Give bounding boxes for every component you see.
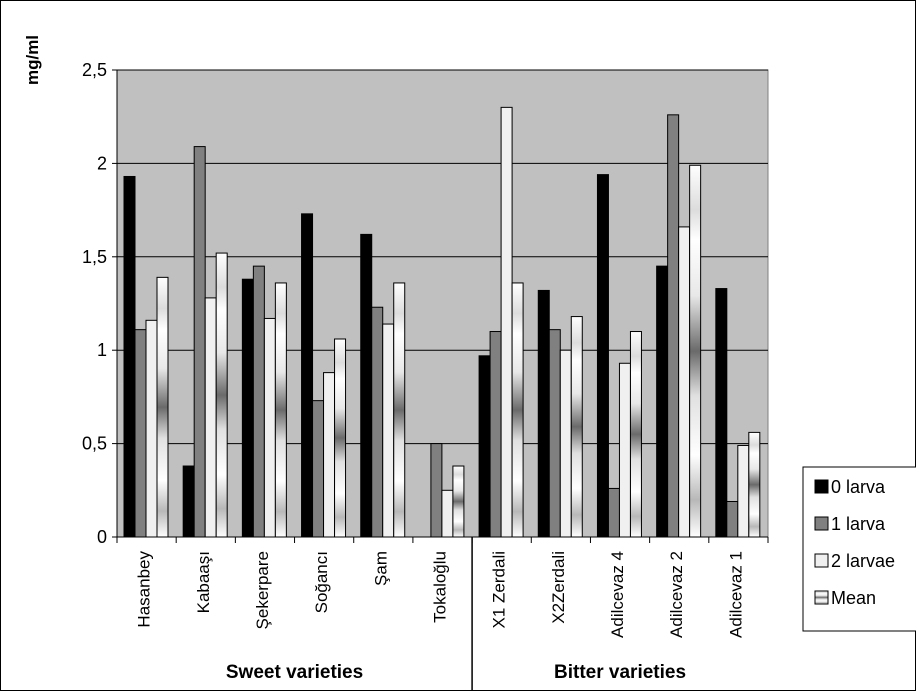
bar-2-larvae [737, 444, 750, 538]
bar-0-larva [596, 174, 609, 538]
bar-mean [452, 465, 465, 538]
legend-label: 0 larva [831, 477, 886, 497]
bar-2-larvae [263, 317, 276, 538]
bar-mean [689, 164, 702, 538]
legend: 0 larva 1 larva 2 larvae Mean [802, 466, 916, 632]
legend-swatch [814, 590, 829, 605]
legend-swatch [814, 516, 829, 531]
bar-mean [748, 431, 761, 538]
bar-mean [511, 282, 524, 538]
bar-0-larva [123, 175, 136, 538]
x-tick-label: Tokaloğlu [431, 551, 450, 623]
bar-2-larvae [500, 106, 513, 538]
x-tick-label: Adilcevaz 1 [726, 551, 745, 638]
bar-1-larva [252, 265, 265, 538]
bar-1-larva [371, 306, 384, 538]
bar-1-larva [607, 487, 620, 538]
bar-2-larvae [559, 349, 572, 538]
bar-mean [334, 338, 347, 538]
y-tick-label: 1,5 [82, 247, 107, 267]
x-tick-label: Kabaaşı [194, 551, 213, 613]
bar-1-larva [193, 146, 206, 538]
x-tick-label: Şam [371, 551, 390, 586]
bar-2-larvae [382, 323, 395, 538]
bar-0-larva [537, 289, 550, 538]
bar-1-larva [312, 400, 325, 538]
bar-2-larvae [441, 489, 454, 538]
group-label: Bitter varieties [554, 662, 686, 683]
y-tick-label: 1 [97, 340, 107, 360]
x-tick-label: X1 Zerdali [490, 551, 509, 628]
bars [123, 106, 761, 538]
legend-swatch [814, 553, 829, 568]
x-tick-label: X2Zerdali [549, 551, 568, 624]
x-tick-label: Hasanbey [135, 551, 154, 628]
legend-label: 2 larvae [831, 551, 895, 571]
bar-mean [156, 276, 169, 538]
y-axis-title: mg/ml [23, 35, 42, 85]
bar-2-larvae [323, 372, 336, 538]
legend-label: 1 larva [831, 514, 886, 534]
bar-0-larva [241, 278, 254, 538]
bar-2-larvae [204, 297, 217, 538]
x-tick-label: Adilcevaz 4 [608, 551, 627, 638]
bar-0-larva [656, 265, 669, 538]
y-tick-label: 2 [97, 153, 107, 173]
bar-1-larva [667, 114, 680, 538]
legend-label: Mean [831, 588, 876, 608]
bar-2-larvae [678, 226, 691, 538]
bar-1-larva [489, 331, 502, 538]
bar-mean [570, 316, 583, 538]
bar-0-larva [301, 213, 314, 538]
bar-mean [274, 282, 287, 538]
group-label: Sweet varieties [226, 662, 363, 683]
bar-0-larva [478, 355, 491, 538]
bar-1-larva [726, 501, 739, 538]
bar-2-larvae [618, 362, 631, 538]
y-tick-label: 0,5 [82, 434, 107, 454]
bar-mean [393, 282, 406, 538]
labels: 0 0,5 1 1,5 2 2,5 Hasanbey Kabaaşı Şekerpare Soğa… [23, 35, 745, 683]
x-tick-label: Soğancı [312, 551, 331, 613]
bar-0-larva [715, 288, 728, 538]
y-tick-label: 2,5 [82, 60, 107, 80]
legend-swatch [814, 479, 829, 494]
x-tick-label: Şekerpare [253, 551, 272, 629]
bar-0-larva [182, 465, 195, 538]
bar-mean [629, 331, 642, 538]
axes [112, 69, 769, 691]
bar-1-larva [548, 329, 561, 538]
bar-mean [215, 252, 228, 538]
y-tick-label: 0 [97, 527, 107, 547]
bar-1-larva [134, 329, 147, 538]
bar-2-larvae [145, 319, 158, 538]
bar-0-larva [360, 233, 373, 538]
bar-1-larva [430, 443, 443, 538]
x-tick-label: Adilcevaz 2 [667, 551, 686, 638]
